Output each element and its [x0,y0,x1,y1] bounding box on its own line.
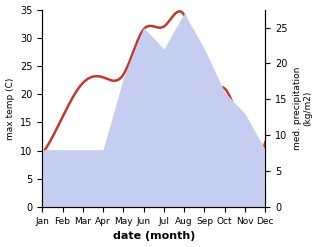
Y-axis label: max temp (C): max temp (C) [5,77,15,140]
X-axis label: date (month): date (month) [113,231,195,242]
Y-axis label: med. precipitation
(kg/m2): med. precipitation (kg/m2) [293,67,313,150]
